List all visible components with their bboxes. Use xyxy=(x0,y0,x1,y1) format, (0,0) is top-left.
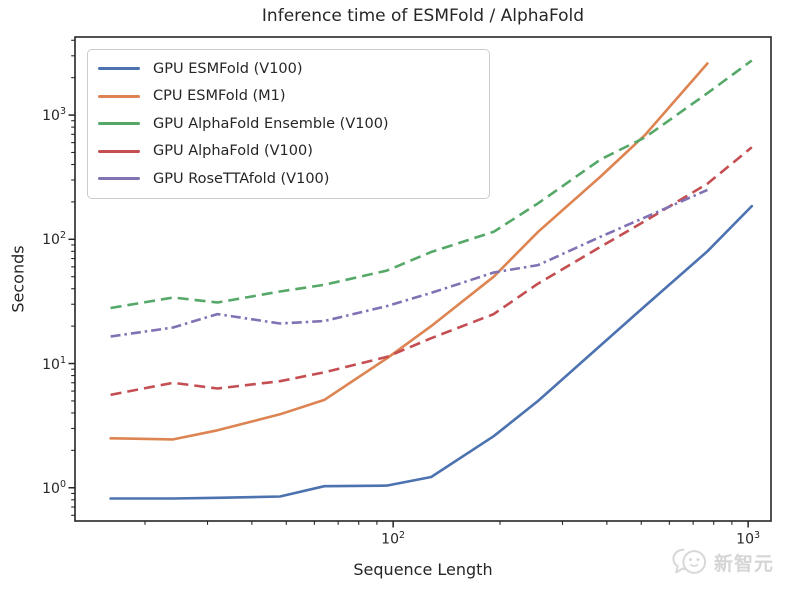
legend-line-sample xyxy=(98,149,140,153)
watermark: 新智元 xyxy=(671,545,774,579)
legend-item: GPU ESMFold (V100) xyxy=(88,55,489,83)
legend-item: CPU ESMFold (M1) xyxy=(88,83,489,111)
series-line xyxy=(110,59,753,310)
series-line xyxy=(110,146,753,397)
series-line xyxy=(109,204,754,500)
legend-item-label: GPU AlphaFold Ensemble (V100) xyxy=(153,115,389,132)
y-tick-label: 102 xyxy=(42,230,66,249)
legend-item-label: GPU AlphaFold (V100) xyxy=(153,143,313,160)
x-tick-label: 103 xyxy=(736,530,761,548)
watermark-text: 新智元 xyxy=(713,552,774,575)
y-tick-label: 103 xyxy=(42,106,66,124)
legend: GPU ESMFold (V100) CPU ESMFold (M1) GPU Al… xyxy=(87,49,490,199)
series-lines xyxy=(109,59,754,500)
legend-line-sample xyxy=(98,177,140,181)
legend-item: GPU AlphaFold Ensemble (V100) xyxy=(88,110,489,138)
legend-line-sample xyxy=(98,122,140,126)
plot-border xyxy=(74,36,772,522)
legend-item: GPU AlphaFold (V100) xyxy=(88,138,489,166)
series-line xyxy=(110,188,708,338)
legend-item-label: CPU ESMFold (M1) xyxy=(153,88,286,105)
x-axis-label: Sequence Length xyxy=(353,560,493,579)
x-tick-label: 102 xyxy=(381,530,406,548)
y-tick-label: 100 xyxy=(42,478,66,497)
legend-line-sample xyxy=(98,94,140,98)
legend-line-sample xyxy=(98,67,140,71)
y-tick-label: 101 xyxy=(42,354,66,373)
chart-title: Inference time of ESMFold / AlphaFold xyxy=(261,6,585,26)
legend-item: GPU RoseTTAfold (V100) xyxy=(88,165,489,193)
legend-item-label: GPU ESMFold (V100) xyxy=(153,60,303,77)
series-line xyxy=(109,62,709,441)
watermark-logo-icon xyxy=(672,548,707,574)
legend-item-label: GPU RoseTTAfold (V100) xyxy=(153,170,330,187)
